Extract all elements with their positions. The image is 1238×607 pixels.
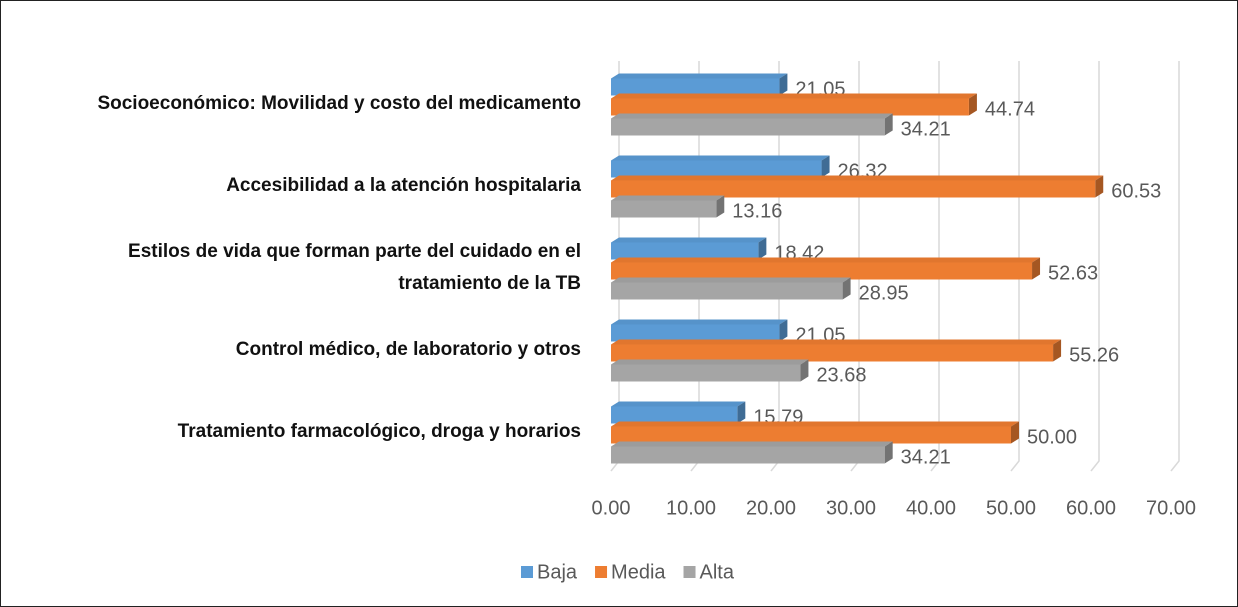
legend-swatch — [595, 566, 608, 578]
bar-top — [611, 441, 893, 447]
bar-side — [884, 113, 893, 136]
bar — [611, 98, 969, 116]
bar-side — [737, 401, 746, 424]
bar-top — [611, 73, 788, 79]
value-label: 28.95 — [859, 282, 909, 304]
bar-side — [842, 277, 851, 300]
bar — [611, 242, 759, 260]
bar-side — [800, 359, 809, 382]
value-label: 34.21 — [901, 118, 951, 140]
category-label: Tratamiento farmacológico, droga y horar… — [177, 421, 581, 442]
x-tick-label: 70.00 — [1146, 497, 1196, 519]
x-tick-label: 40.00 — [906, 497, 956, 519]
bar-top — [611, 155, 830, 161]
bar-side — [968, 93, 977, 116]
bar — [611, 200, 717, 218]
bar-top — [611, 195, 725, 201]
value-label: 55.26 — [1069, 344, 1119, 366]
bar — [611, 78, 780, 96]
bar — [611, 282, 843, 300]
legend-label: Alta — [700, 561, 735, 583]
bar-side — [1011, 421, 1019, 444]
bar-top — [611, 237, 767, 243]
bar — [611, 180, 1096, 198]
legend-label: Baja — [537, 561, 578, 583]
bar — [611, 406, 738, 424]
legend-swatch — [683, 566, 696, 578]
bar-top — [611, 359, 809, 365]
bar-top — [611, 257, 1041, 263]
x-tick-label: 10.00 — [666, 497, 716, 519]
bar — [611, 446, 885, 464]
x-tick-label: 20.00 — [746, 497, 796, 519]
value-label: 23.68 — [816, 364, 866, 386]
bar-side — [758, 237, 767, 260]
bar-top — [611, 421, 1019, 427]
bar — [611, 118, 885, 136]
value-label: 44.74 — [985, 98, 1035, 120]
bar-side — [779, 73, 788, 96]
legend-swatch — [521, 566, 533, 578]
bar-side — [884, 441, 893, 464]
bar-top — [611, 93, 977, 99]
x-tick-label: 50.00 — [986, 497, 1036, 519]
bar — [611, 160, 822, 178]
category-label: Estilos de vida que forman parte del cui… — [128, 241, 581, 294]
value-label: 52.63 — [1048, 262, 1098, 284]
bar — [611, 324, 780, 342]
bar-top — [611, 319, 788, 325]
bar — [611, 364, 801, 382]
legend-label: Media — [611, 561, 666, 583]
value-label: 50.00 — [1027, 426, 1077, 448]
x-tick-label: 30.00 — [826, 497, 876, 519]
bar — [611, 426, 1011, 444]
x-tick-label: 0.00 — [592, 497, 631, 519]
value-label: 34.21 — [901, 446, 951, 468]
value-label: 60.53 — [1111, 180, 1161, 202]
grid-line — [1170, 61, 1180, 472]
bar — [611, 344, 1054, 362]
category-label: Accesibilidad a la atención hospitalaria — [226, 175, 581, 196]
x-tick-label: 60.00 — [1066, 497, 1116, 519]
category-label: Socioeconómico: Movilidad y costo del me… — [97, 93, 581, 114]
bar-side — [779, 319, 788, 342]
bar-top — [611, 339, 1062, 345]
bar-side — [716, 195, 725, 218]
bar-side — [1032, 257, 1041, 280]
bar-top — [611, 277, 851, 283]
bar — [611, 262, 1033, 280]
bar-top — [611, 175, 1104, 181]
bar-side — [821, 155, 830, 178]
category-label: Control médico, de laboratorio y otros — [235, 339, 581, 360]
value-label: 13.16 — [732, 200, 782, 222]
bar-side — [1053, 339, 1062, 362]
bar-top — [611, 113, 893, 119]
bar-side — [1095, 175, 1104, 198]
bar-top — [611, 401, 746, 407]
